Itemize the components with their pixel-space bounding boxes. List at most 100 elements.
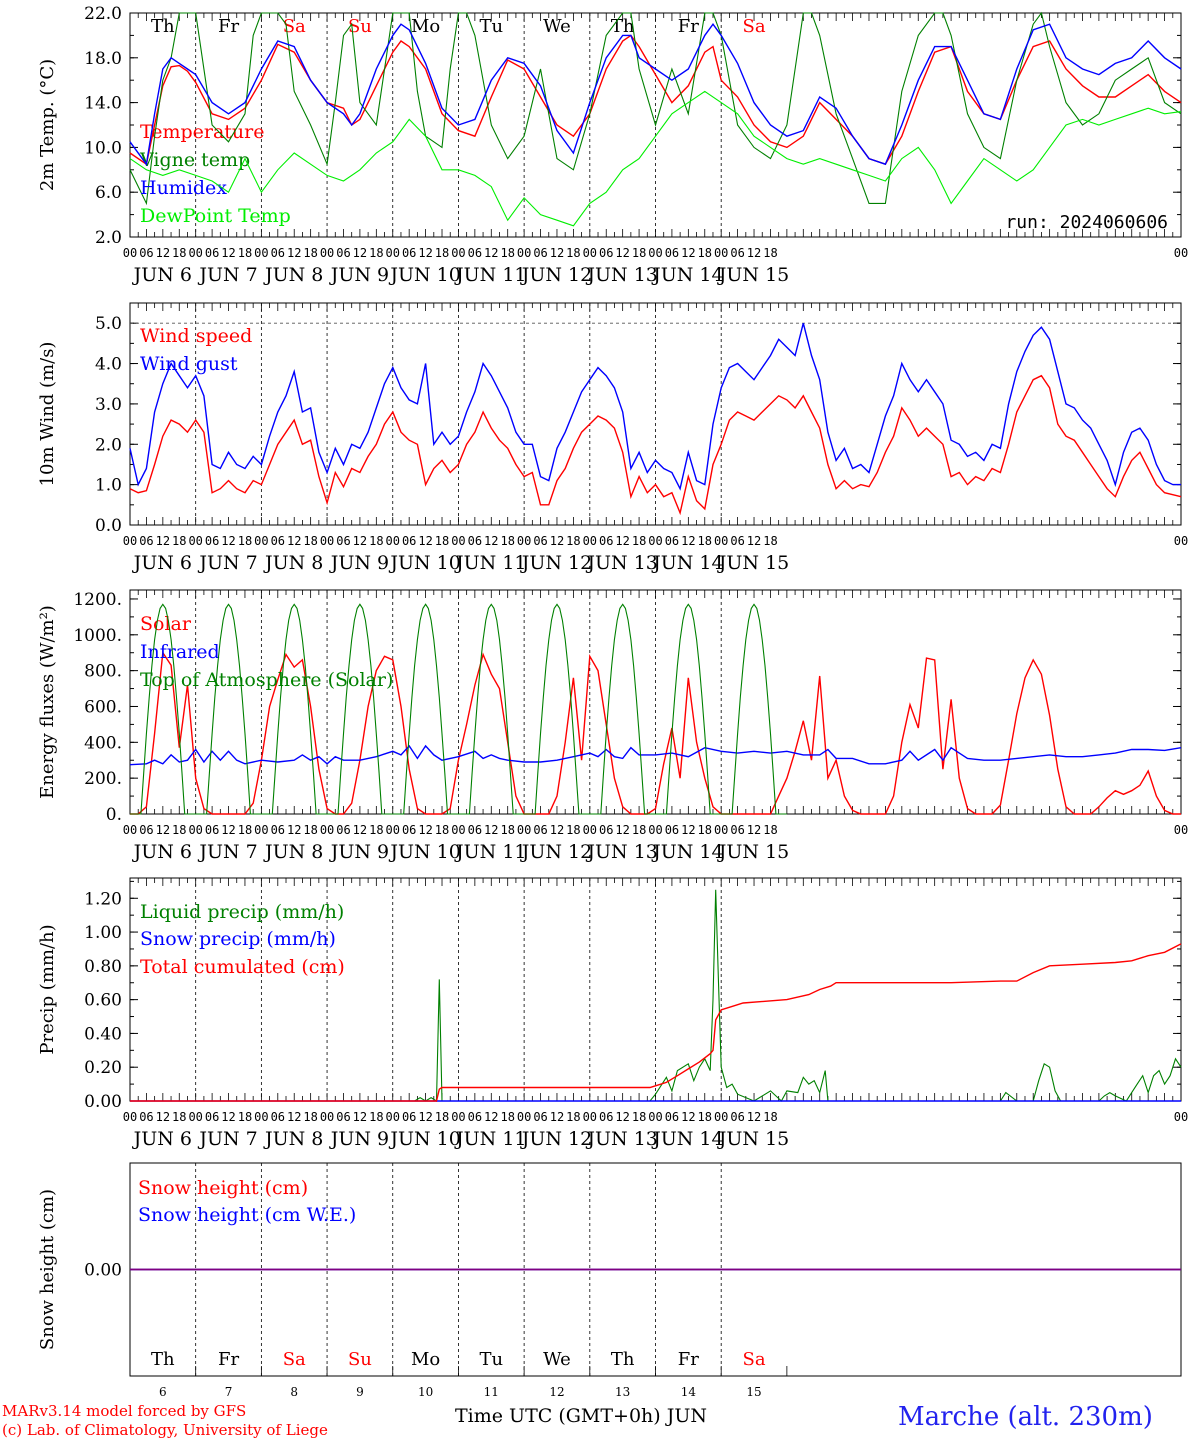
hour-tick-label: 00 xyxy=(188,246,202,260)
y-tick-label: 1200. xyxy=(73,590,122,610)
hour-tick-label: 12 xyxy=(550,1110,564,1124)
hour-tick-label: 18 xyxy=(238,823,252,837)
hour-tick-label: 00 xyxy=(648,534,662,548)
hour-tick-label: 00 xyxy=(517,823,531,837)
hour-tick-label: 12 xyxy=(747,823,761,837)
hour-tick-label: 06 xyxy=(730,246,744,260)
hour-tick-label: 12 xyxy=(418,1110,432,1124)
date-label: JUN 7 xyxy=(197,552,257,574)
weekday-label: Su xyxy=(348,16,372,37)
hour-tick-label: 12 xyxy=(418,823,432,837)
y-axis-label: Snow height (cm) xyxy=(37,1189,58,1350)
series-line-total-cumulated-cm xyxy=(130,943,1182,1102)
day-number-label: 12 xyxy=(549,1385,564,1399)
hour-tick-label: 06 xyxy=(468,1110,482,1124)
hour-tick-label: 00 xyxy=(451,534,465,548)
date-label: JUN 8 xyxy=(263,841,323,863)
hour-tick-label: 06 xyxy=(599,246,613,260)
date-label: JUN 7 xyxy=(197,841,257,863)
date-label: JUN 12 xyxy=(520,552,592,574)
day-number-label: 8 xyxy=(290,1385,298,1399)
hour-tick-label: 00 xyxy=(714,823,728,837)
date-label: JUN 8 xyxy=(263,1128,323,1150)
date-label: JUN 12 xyxy=(520,264,592,286)
legend-solar: Solar xyxy=(140,613,192,635)
hour-tick-label: 18 xyxy=(566,823,580,837)
y-tick-label: 5.0 xyxy=(95,314,122,334)
hour-tick-label: 00 xyxy=(254,1110,268,1124)
legend-snow-height-cm-w-e: Snow height (cm W.E.) xyxy=(138,1204,356,1226)
hour-tick-label: 06 xyxy=(468,246,482,260)
hour-tick-label: 06 xyxy=(730,534,744,548)
hour-tick-label: 00 xyxy=(386,1110,400,1124)
hour-tick-label: 18 xyxy=(435,823,449,837)
hour-tick-label: 12 xyxy=(287,246,301,260)
hour-tick-label: 00 xyxy=(188,1110,202,1124)
hour-tick-label: 06 xyxy=(271,823,285,837)
hour-tick-label: 18 xyxy=(369,246,383,260)
hour-tick-label: 18 xyxy=(435,534,449,548)
hour-tick-label: 12 xyxy=(353,534,367,548)
hour-tick-label: 00 xyxy=(1174,1110,1188,1124)
date-label: JUN 10 xyxy=(388,1128,460,1150)
hour-tick-label: 06 xyxy=(402,246,416,260)
weekday-label: Th xyxy=(151,1349,175,1370)
hour-tick-label: 12 xyxy=(221,246,235,260)
weekday-label: Sa xyxy=(283,1349,306,1370)
weekday-label: Su xyxy=(348,1349,372,1370)
hour-tick-label: 00 xyxy=(254,823,268,837)
hour-tick-label: 00 xyxy=(451,823,465,837)
hour-tick-label: 06 xyxy=(139,246,153,260)
y-tick-label: 0.80 xyxy=(84,957,122,977)
hour-tick-label: 12 xyxy=(550,534,564,548)
y-tick-label: 400. xyxy=(84,733,122,753)
weekday-label: Th xyxy=(611,1349,635,1370)
y-tick-label: 18.0 xyxy=(84,49,122,69)
date-label: JUN 6 xyxy=(132,552,192,574)
y-tick-label: 1.0 xyxy=(95,476,122,496)
date-label: JUN 13 xyxy=(585,841,657,863)
date-label: JUN 6 xyxy=(132,264,192,286)
date-label: JUN 6 xyxy=(132,841,192,863)
y-tick-label: 2.0 xyxy=(95,435,122,455)
date-label: JUN 7 xyxy=(197,264,257,286)
hour-tick-label: 18 xyxy=(632,1110,646,1124)
hour-tick-label: 06 xyxy=(336,246,350,260)
hour-tick-label: 00 xyxy=(254,534,268,548)
hour-tick-label: 18 xyxy=(238,1110,252,1124)
y-axis-label: Precip (mm/h) xyxy=(37,924,58,1054)
y-tick-label: 0.0 xyxy=(95,516,122,536)
hour-tick-label: 06 xyxy=(205,246,219,260)
hour-tick-label: 06 xyxy=(336,534,350,548)
hour-tick-label: 18 xyxy=(500,534,514,548)
hour-tick-label: 12 xyxy=(156,246,170,260)
series-line-vigne-temp xyxy=(129,11,1182,206)
date-label: JUN 11 xyxy=(454,552,526,574)
hour-tick-label: 00 xyxy=(386,246,400,260)
hour-tick-label: 18 xyxy=(500,246,514,260)
hour-tick-label: 00 xyxy=(188,823,202,837)
hour-tick-label: 12 xyxy=(747,246,761,260)
hour-tick-label: 06 xyxy=(599,534,613,548)
run-annotation: run: 2024060606 xyxy=(1005,212,1168,233)
hour-tick-label: 00 xyxy=(648,246,662,260)
day-number-label: 6 xyxy=(159,1385,167,1399)
hour-tick-label: 00 xyxy=(583,534,597,548)
date-label: JUN 8 xyxy=(263,552,323,574)
day-number-label: 15 xyxy=(746,1385,761,1399)
hour-tick-label: 06 xyxy=(402,823,416,837)
hour-tick-label: 18 xyxy=(763,246,777,260)
date-label: JUN 9 xyxy=(329,841,389,863)
hour-tick-label: 06 xyxy=(271,534,285,548)
hour-tick-label: 18 xyxy=(303,1110,317,1124)
weekday-label: Sa xyxy=(743,1349,766,1370)
y-tick-label: 0.60 xyxy=(84,991,122,1011)
y-axis-label: 2m Temp. (°C) xyxy=(37,59,58,191)
weekday-label: Mo xyxy=(411,16,440,37)
hour-tick-label: 18 xyxy=(566,246,580,260)
legend-wind-speed: Wind speed xyxy=(140,325,252,347)
y-tick-label: 1.20 xyxy=(84,889,122,909)
y-tick-label: 0. xyxy=(106,805,122,825)
y-tick-label: 0.00 xyxy=(84,1092,122,1112)
hour-tick-label: 12 xyxy=(484,534,498,548)
